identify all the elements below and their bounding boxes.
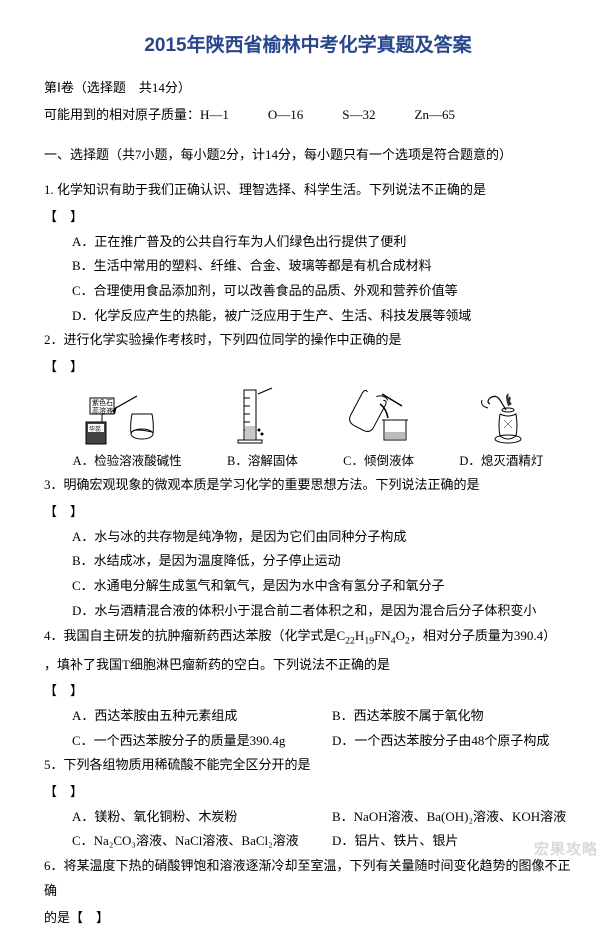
q2-labels: A．检验溶液酸碱性 B．溶解固体 C．倾倒液体 D．熄灭酒精灯: [44, 450, 572, 474]
q1-opt-c: C．合理使用食品添加剂，可以改善食品的品质、外观和营养价值等: [72, 279, 572, 304]
q2-figure-d: [478, 384, 534, 446]
q5-opt-b: B．NaOH溶液、Ba(OH)₂溶液、KOH溶液: [332, 805, 572, 830]
q1-bracket: 【 】: [44, 205, 572, 230]
q5-stem: 5．下列各组物质用稀硫酸不能完全区分开的是: [44, 753, 572, 778]
q3-opt-a: A．水与冰的共存物是纯净物，是因为它们由同种分子构成: [72, 525, 572, 550]
q4-bracket: 【 】: [44, 679, 572, 704]
dissolve-solid-icon: [224, 384, 280, 446]
q5-opt-a: A．镁粉、氧化铜粉、木炭粉: [72, 805, 312, 830]
q2-label-b: B．溶解固体: [227, 450, 298, 474]
atomic-mass: 可能用到的相对原子质量：H—1 O—16 S—32 Zn—65: [44, 103, 572, 128]
litmus-test-icon: 紫色石 蕊溶液 华蕊: [82, 384, 160, 446]
q2-label-c: C．倾倒液体: [343, 450, 414, 474]
q2-figure-b: [224, 384, 280, 446]
q4-opt-a: A．西达苯胺由五种元素组成: [72, 704, 312, 729]
q3-options: A．水与冰的共存物是纯净物，是因为它们由同种分子构成 B．水结成冰，是因为温度降…: [44, 525, 572, 624]
q4-opt-b: B．西达苯胺不属于氧化物: [332, 704, 572, 729]
q2-figure-c: [344, 384, 414, 446]
q4-stem: 4．我国自主研发的抗肿瘤新药西达苯胺（化学式是C22H19FN4O2，相对分子质…: [44, 624, 572, 651]
svg-text:紫色石: 紫色石: [92, 398, 113, 407]
part-header: 第Ⅰ卷（选择题 共14分）: [44, 76, 572, 101]
q1-opt-a: A．正在推广普及的公共自行车为人们绿色出行提供了便利: [72, 230, 572, 255]
q3-bracket: 【 】: [44, 500, 572, 525]
pour-liquid-icon: [344, 384, 414, 446]
exam-title: 2015年陕西省榆林中考化学真题及答案: [44, 28, 572, 64]
q1-stem: 1. 化学知识有助于我们正确认识、理智选择、科学生活。下列说法不正确的是: [44, 178, 572, 203]
q1-opt-d: D．化学反应产生的热能，被广泛应用于生产、生活、科技发展等领域: [72, 304, 572, 329]
q1-options: A．正在推广普及的公共自行车为人们绿色出行提供了便利 B．生活中常用的塑料、纤维…: [44, 230, 572, 329]
q3-stem: 3．明确宏观现象的微观本质是学习化学的重要思想方法。下列说法正确的是: [44, 473, 572, 498]
section-1-title: 一、选择题（共7小题，每小题2分，计14分，每小题只有一个选项是符合题意的）: [44, 143, 572, 168]
q2-stem: 2．进行化学实验操作考核时，下列四位同学的操作中正确的是: [44, 328, 572, 353]
q2-figure-a: 紫色石 蕊溶液 华蕊: [82, 384, 160, 446]
q2-label-a: A．检验溶液酸碱性: [73, 450, 182, 474]
q3-opt-b: B．水结成冰，是因为温度降低，分子停止运动: [72, 549, 572, 574]
q4-opt-c: C．一个西达苯胺分子的质量是390.4g: [72, 729, 312, 754]
svg-text:蕊溶液: 蕊溶液: [92, 406, 113, 415]
watermark: 宏果攻略: [534, 836, 598, 865]
q3-opt-d: D．水与酒精混合液的体积小于混合前二者体积之和，是因为混合后分子体积变小: [72, 599, 572, 624]
q3-opt-c: C．水通电分解生成氢气和氧气，是因为水中含有氢分子和氧分子: [72, 574, 572, 599]
q1-opt-b: B．生活中常用的塑料、纤维、合金、玻璃等都是有机合成材料: [72, 254, 572, 279]
q4-stem-line2: ，填补了我国T细胞淋巴瘤新药的空白。下列说法不正确的是: [44, 653, 572, 678]
q6-stem-line2: 的是【 】: [44, 906, 572, 930]
q2-bracket: 【 】: [44, 355, 572, 380]
extinguish-lamp-icon: [478, 384, 534, 446]
q5-options: A．镁粉、氧化铜粉、木炭粉 B．NaOH溶液、Ba(OH)₂溶液、KOH溶液 C…: [44, 805, 572, 854]
q6-stem: 6．将某温度下热的硝酸钾饱和溶液逐渐冷却至室温，下列有关量随时间变化趋势的图像不…: [44, 854, 572, 903]
q5-opt-c: C．Na₂CO₃溶液、NaCl溶液、BaCl₂溶液: [72, 829, 312, 854]
q2-figure-row: 紫色石 蕊溶液 华蕊: [44, 380, 572, 450]
q4-options: A．西达苯胺由五种元素组成 B．西达苯胺不属于氧化物 C．一个西达苯胺分子的质量…: [44, 704, 572, 753]
svg-text:华蕊: 华蕊: [89, 425, 101, 433]
q5-bracket: 【 】: [44, 780, 572, 805]
q2-label-d: D．熄灭酒精灯: [459, 450, 543, 474]
q4-opt-d: D．一个西达苯胺分子由48个原子构成: [332, 729, 572, 754]
